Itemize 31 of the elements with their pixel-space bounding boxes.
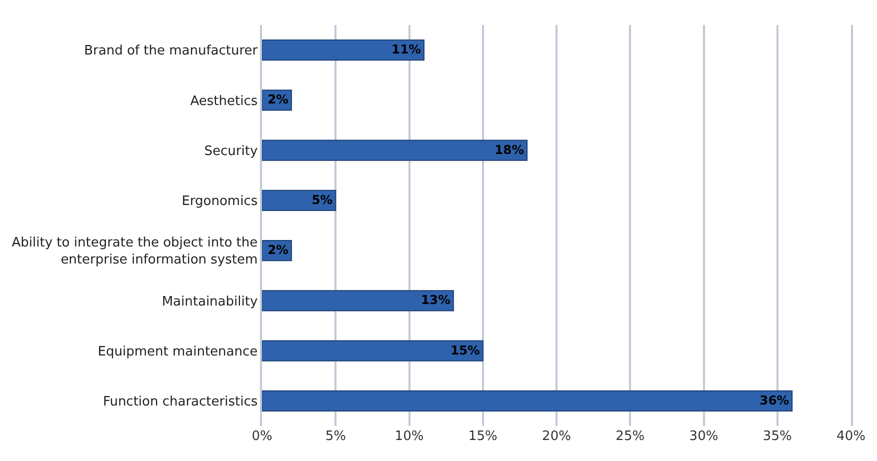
x-tick-label: 40% (836, 429, 866, 444)
x-tick-label: 35% (762, 429, 792, 444)
y-tick-label: Maintainability (162, 294, 258, 310)
bar (262, 40, 424, 61)
bar (262, 140, 528, 161)
x-tick-label: 20% (542, 429, 571, 444)
data-label: 36% (760, 393, 790, 408)
bar (262, 390, 793, 412)
y-tick-label: Security (204, 144, 258, 159)
y-tick-label: Aesthetics (190, 94, 258, 109)
bar (262, 290, 454, 312)
data-label: 15% (450, 343, 480, 358)
y-tick-label: Function characteristics (102, 394, 258, 410)
x-tick-label: 25% (616, 429, 645, 444)
data-label: 13% (421, 293, 450, 308)
y-tick-label: Equipment maintenance (98, 344, 258, 360)
x-tick-label: 30% (689, 429, 718, 444)
y-tick-label: Ergonomics (182, 194, 258, 209)
bar (262, 190, 336, 211)
data-label: 18% (494, 142, 524, 157)
y-tick-label: Brand of the manufacturer (84, 44, 258, 59)
x-tick-label: 15% (468, 429, 498, 444)
x-tick-label: 0% (252, 429, 272, 444)
data-label: 5% (312, 192, 333, 207)
x-tick-label: 10% (394, 429, 424, 444)
y-tick-label: Ability to integrate the object into the enterprise information system (12, 236, 258, 268)
data-label: 2% (268, 92, 288, 107)
data-label: 2% (268, 243, 288, 258)
bar (262, 340, 484, 362)
data-label: 11% (392, 42, 421, 57)
x-tick-label: 5% (325, 429, 346, 444)
